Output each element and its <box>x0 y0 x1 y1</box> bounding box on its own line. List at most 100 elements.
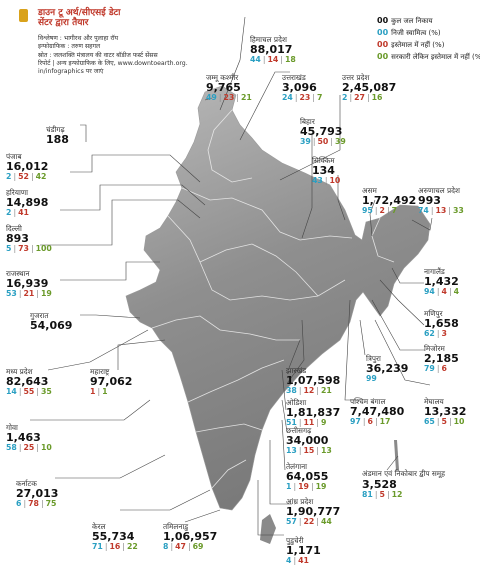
legend-unused-label: इस्तेमाल में नहीं (%) <box>391 41 445 49</box>
state-name: पुडुचेरी <box>286 536 304 545</box>
state-percentages: 65 | 5 | 10 <box>424 417 465 427</box>
state-total: 2,45,087 <box>342 81 397 95</box>
leader-lines <box>30 16 433 536</box>
state-percentages: 1 | 19 | 19 <box>286 482 327 492</box>
state-label-west-bengal: पश्चिम बंगाल 7,47,480 97 | 6 | 17 <box>350 398 404 426</box>
state-label-assam: असम 1,72,492 95 | 2 | 7 <box>362 187 416 215</box>
state-total: 54,069 <box>30 319 73 333</box>
state-percentages: 2 | 27 | 16 <box>342 93 383 103</box>
state-name: हरियाणा <box>6 188 29 197</box>
state-total: 36,239 <box>366 362 409 376</box>
state-name: गुजरात <box>30 311 49 320</box>
state-percentages: 39 | 50 | 39 <box>300 137 346 147</box>
legend-total-label: कुल जल निकाय <box>391 17 433 25</box>
state-percentages: 57 | 22 | 44 <box>286 517 332 527</box>
state-name: कर्नाटक <box>16 479 37 488</box>
legend-private-label: निजी स्वामित्व (%) <box>391 29 441 37</box>
legend-gov-unused: 00 सरकारी लेकिन इस्तेमाल में नहीं (%) <box>377 51 480 63</box>
state-name: मणिपुर <box>424 309 443 318</box>
state-name: उत्तर प्रदेश <box>342 73 370 82</box>
state-name: मध्य प्रदेश <box>6 367 33 376</box>
state-name: सिक्किम <box>312 156 335 165</box>
state-label-chandigarh: चंडीगढ़ 188 <box>46 125 69 147</box>
state-percentages: 71 | 16 | 22 <box>92 542 138 552</box>
state-label-jammu-kashmir: जम्मू कश्मीर 9,765 49 | 23 | 21 <box>206 74 252 102</box>
state-total: 34,000 <box>286 434 329 448</box>
state-percentages: 1 | 1 <box>90 387 108 397</box>
state-name: केरल <box>92 522 106 531</box>
state-total: 55,734 <box>92 530 135 544</box>
state-name: तेलंगाना <box>286 462 308 471</box>
state-total: 1,463 <box>6 431 41 445</box>
state-name: मेघालय <box>424 397 444 406</box>
title-line-1: डाउन टू अर्थ/सीएसई डेटा <box>38 8 121 18</box>
legend-unused-symbol: 00 <box>377 40 389 49</box>
state-name: नागालैंड <box>424 267 445 276</box>
page-title: डाउन टू अर्थ/सीएसई डेटा सेंटर द्वारा तैय… <box>38 8 178 28</box>
state-total: 1,171 <box>286 544 321 558</box>
state-percentages: 2 | 41 <box>6 208 29 218</box>
state-percentages: 6 | 78 | 75 <box>16 499 57 509</box>
state-label-tripura: त्रिपुरा 36,239 99 <box>366 355 408 383</box>
credit-report-2[interactable]: in/infographics पर जाएं <box>38 68 104 76</box>
state-total: 16,012 <box>6 160 49 174</box>
state-label-andhra-pradesh: आंध्र प्रदेश 1,90,777 57 | 22 | 44 <box>286 498 340 526</box>
state-label-goa: गोवा 1,463 58 | 25 | 10 <box>6 424 52 452</box>
legend-total-symbol: 00 <box>377 16 389 25</box>
state-percentages: 51 | 11 | 9 <box>286 418 327 428</box>
state-name: ओडिशा <box>286 398 307 407</box>
state-label-haryana: हरियाणा 14,898 2 | 41 <box>6 189 48 217</box>
state-total: 97,062 <box>90 375 133 389</box>
state-label-puducherry: पुडुचेरी 1,171 4 | 41 <box>286 537 321 565</box>
state-name: झारखंड <box>286 366 307 375</box>
state-total: 1,90,777 <box>286 505 341 519</box>
state-total: 1,81,837 <box>286 406 341 420</box>
state-total: 188 <box>46 133 69 147</box>
state-label-jharkhand: झारखंड 1,07,598 38 | 12 | 21 <box>286 367 340 395</box>
state-name: पंजाब <box>6 152 22 161</box>
state-total: 134 <box>312 164 335 178</box>
state-total: 45,793 <box>300 125 343 139</box>
state-percentages: 5 | 73 | 100 <box>6 244 52 254</box>
state-label-nagaland: नागालैंड 1,432 94 | 4 | 4 <box>424 268 459 296</box>
state-label-karnataka: कर्नाटक 27,013 6 | 78 | 75 <box>16 480 58 508</box>
state-label-punjab: पंजाब 16,012 2 | 52 | 42 <box>6 153 48 181</box>
state-total: 1,72,492 <box>362 194 417 208</box>
state-label-odisha: ओडिशा 1,81,837 51 | 11 | 9 <box>286 399 340 427</box>
state-label-madhya-pradesh: मध्य प्रदेश 82,643 14 | 55 | 35 <box>6 368 52 396</box>
state-label-manipur: मणिपुर 1,658 62 | 3 <box>424 310 459 338</box>
state-percentages: 97 | 6 | 17 <box>350 417 391 427</box>
state-name: त्रिपुरा <box>366 354 381 363</box>
state-total: 3,528 <box>362 478 397 491</box>
state-name: अंडमान एवं निकोबार द्वीप समूह <box>362 469 446 478</box>
state-total: 9,765 <box>206 81 241 95</box>
state-label-bihar: बिहार 45,793 39 | 50 | 39 <box>300 118 346 146</box>
credit-infographic: इन्फोग्राफिक : तरुण सहगल <box>38 43 101 51</box>
credit-source: स्रोत : जलशक्ति मंत्रालय की वाटर बॉडीज फ… <box>38 51 158 59</box>
state-name: दिल्ली <box>6 224 22 233</box>
state-percentages: 62 | 3 <box>424 329 447 339</box>
state-name: छत्तीसगढ़ <box>286 426 312 435</box>
state-total: 1,06,957 <box>163 530 218 544</box>
state-percentages: 13 | 15 | 13 <box>286 446 332 456</box>
state-name: बिहार <box>300 117 315 126</box>
state-percentages: 79 | 6 <box>424 364 447 374</box>
state-percentages: 14 | 55 | 35 <box>6 387 52 397</box>
state-name: राजस्थान <box>6 269 30 278</box>
state-percentages: 24 | 23 | 7 <box>282 93 323 103</box>
legend-unused: 00 इस्तेमाल में नहीं (%) <box>377 39 480 51</box>
state-total: 7,47,480 <box>350 405 405 419</box>
legend-total: 00 कुल जल निकाय <box>377 15 480 27</box>
sri-lanka <box>260 514 276 544</box>
state-name: चंडीगढ़ <box>46 125 65 134</box>
state-label-sikkim: सिक्किम 134 43 | 10 <box>312 157 340 185</box>
legend-private-symbol: 00 <box>377 28 389 37</box>
state-total: 82,643 <box>6 375 49 389</box>
legend-gov-unused-label: सरकारी लेकिन इस्तेमाल में नहीं (%) <box>391 53 480 61</box>
state-name: मिजोरम <box>424 344 445 353</box>
state-total: 3,096 <box>282 81 317 95</box>
state-percentages: 43 | 10 <box>312 176 341 186</box>
state-name: उत्तराखंड <box>282 73 306 82</box>
state-label-andaman-nicobar: अंडमान एवं निकोबार द्वीप समूह 3,528 81 | 5… <box>362 470 447 499</box>
